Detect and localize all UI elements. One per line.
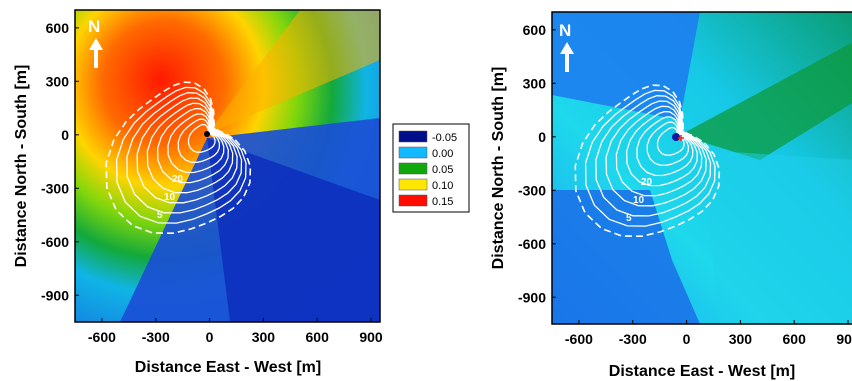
left-dark-blue-region [207, 138, 380, 322]
right-contour-line [605, 100, 707, 207]
left-xlabel: Distance East - West [m] [135, 359, 321, 376]
left-ytick-label: 600 [46, 20, 70, 36]
right-cyan-region [700, 150, 852, 324]
right-xlabel: Distance East - West [m] [609, 363, 795, 380]
right-xtick-label: -600 [565, 331, 593, 347]
north-arrow-icon [560, 42, 574, 72]
left-contour-line [146, 102, 234, 194]
left-ytick-label: 300 [46, 73, 70, 89]
left-xtick-label: 0 [206, 329, 214, 345]
right-xtick-label: 0 [683, 331, 691, 347]
right-blue-region-north [552, 12, 700, 120]
legend-label: 0.00 [432, 148, 453, 160]
left-ytick-label: 0 [61, 127, 69, 143]
right-ytick-label: -300 [518, 182, 546, 198]
left-xtick-label: 600 [306, 329, 330, 345]
left-xtick-label: -600 [88, 329, 116, 345]
left-plot-frame [74, 9, 381, 323]
right-ytick-label: 0 [538, 129, 546, 145]
right-contour-label: 5 [626, 213, 632, 224]
legend-swatch [398, 194, 428, 207]
right-north-label: N [559, 21, 571, 40]
left-contour-line [167, 113, 225, 174]
right-source-marker [672, 133, 684, 141]
right-xtick-label: 900 [836, 331, 852, 347]
left-contour-label: 5 [157, 210, 163, 221]
right-contours: 20 105 [574, 84, 721, 238]
left-contour-line [126, 92, 243, 214]
left-ticks: -600 -300 0 300 600 900 600 300 0 -300 -600 -900 [41, 20, 383, 345]
right-xtick-label: 600 [783, 331, 807, 347]
right-contour-label: 10 [633, 195, 645, 206]
legend-swatch [398, 130, 428, 143]
left-ylabel: Distance North - South [m] [13, 65, 30, 268]
legend-swatch [398, 162, 428, 175]
legend: -0.05 0.00 0.05 0.10 0.15 [392, 123, 470, 213]
right-contour-line [656, 126, 685, 156]
left-contour-line [157, 107, 229, 184]
left-plume-region [207, 10, 380, 134]
right-ytick-label: -600 [518, 236, 546, 252]
right-ticks: -600 -300 0 300 600 900 600 300 0 -300 -600 -900 [518, 22, 852, 347]
left-contour-line [187, 123, 216, 153]
left-ytick-label: -300 [41, 180, 69, 196]
left-source-marker [204, 131, 210, 137]
left-contour-line [136, 97, 238, 204]
north-arrow-icon [89, 38, 103, 68]
legend-label: 0.10 [432, 180, 453, 192]
right-north-arrow: N [559, 21, 574, 72]
right-contour-line [615, 105, 703, 197]
right-ytick-label: 300 [523, 75, 547, 91]
right-ylabel: Distance North - South [m] [490, 67, 507, 270]
legend-label: 0.15 [432, 196, 453, 208]
right-ytick-label: 600 [523, 22, 547, 38]
right-contour-label: 20 [641, 177, 653, 188]
legend-swatch [398, 178, 428, 191]
legend-label: 0.05 [432, 164, 453, 176]
left-ytick-label: -600 [41, 234, 69, 250]
right-xtick-label: 300 [729, 331, 753, 347]
right-contour-line [626, 110, 698, 187]
left-contour-line [105, 81, 252, 235]
right-contour-line [636, 116, 694, 177]
left-contour-label: 20 [172, 174, 184, 185]
left-contours: 20 105 [105, 81, 252, 235]
left-xtick-label: -300 [142, 329, 170, 345]
legend-label: -0.05 [432, 132, 457, 144]
legend-swatch [398, 146, 428, 159]
left-xtick-label: 300 [252, 329, 276, 345]
right-blue-region-south [552, 190, 700, 324]
left-xtick-label: 900 [359, 329, 383, 345]
left-contour-label: 10 [164, 192, 176, 203]
right-contour-line [574, 84, 721, 238]
right-ytick-label: -900 [518, 289, 546, 305]
left-north-label: N [88, 17, 100, 36]
right-xtick-label: -300 [619, 331, 647, 347]
right-green-plume [680, 42, 852, 160]
left-ytick-label: -900 [41, 287, 69, 303]
right-plot-frame [551, 11, 852, 325]
right-contour-line [646, 121, 690, 166]
left-contour-line [177, 118, 221, 163]
right-contour-line [595, 95, 712, 217]
left-north-arrow: N [88, 17, 103, 68]
